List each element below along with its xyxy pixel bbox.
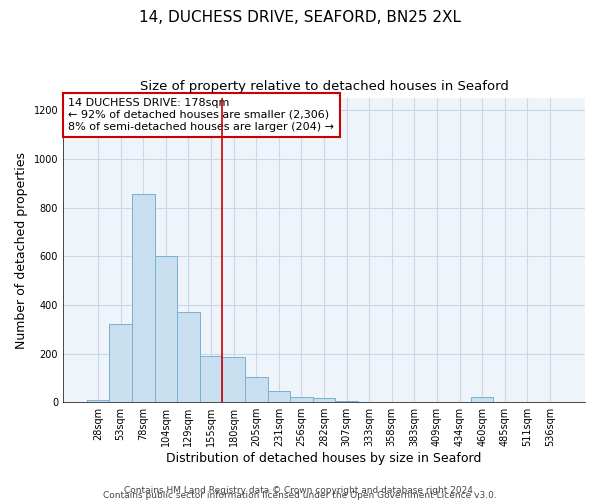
Text: 14 DUCHESS DRIVE: 178sqm
← 92% of detached houses are smaller (2,306)
8% of semi: 14 DUCHESS DRIVE: 178sqm ← 92% of detach… (68, 98, 334, 132)
Bar (109, 324, 132, 402)
Bar (290, 397, 313, 402)
Y-axis label: Number of detached properties: Number of detached properties (15, 152, 28, 349)
Bar (268, 392, 290, 402)
Title: Size of property relative to detached houses in Seaford: Size of property relative to detached ho… (140, 80, 508, 93)
Bar (471, 398, 493, 402)
Bar (245, 376, 268, 402)
Text: 14, DUCHESS DRIVE, SEAFORD, BN25 2XL: 14, DUCHESS DRIVE, SEAFORD, BN25 2XL (139, 10, 461, 25)
Text: Contains public sector information licensed under the Open Government Licence v3: Contains public sector information licen… (103, 491, 497, 500)
Bar (335, 401, 358, 402)
Bar (155, 256, 177, 402)
Bar (200, 356, 223, 402)
Bar (132, 194, 155, 402)
X-axis label: Distribution of detached houses by size in Seaford: Distribution of detached houses by size … (166, 452, 482, 465)
Bar (313, 398, 335, 402)
Bar (223, 357, 245, 402)
Bar (87, 400, 109, 402)
Text: Contains HM Land Registry data © Crown copyright and database right 2024.: Contains HM Land Registry data © Crown c… (124, 486, 476, 495)
Bar (177, 312, 200, 402)
